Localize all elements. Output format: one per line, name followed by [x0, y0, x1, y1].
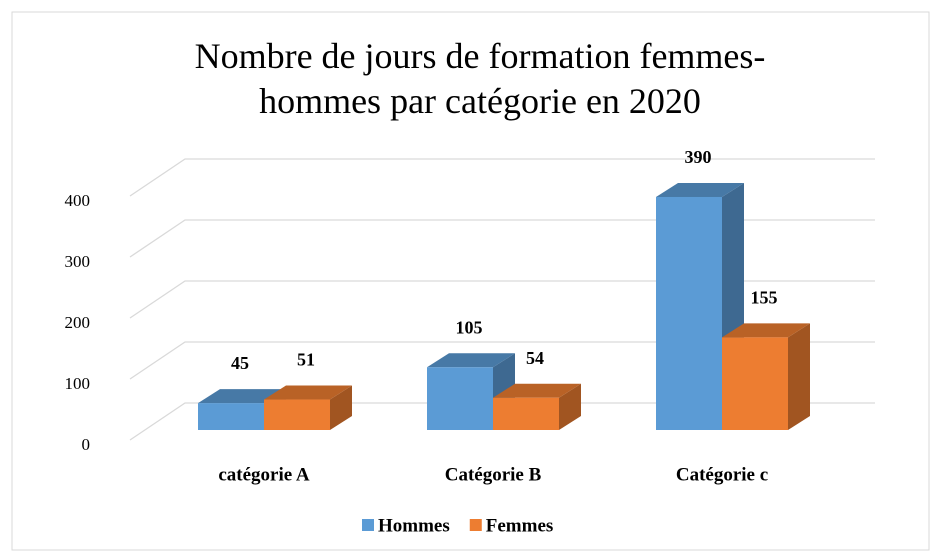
y-tick-label: 300: [65, 252, 91, 271]
bar: [493, 383, 581, 430]
x-tick-label: Catégorie B: [445, 464, 542, 485]
bar-front: [427, 367, 493, 430]
x-tick-label: Catégorie c: [676, 464, 768, 485]
y-tick-label: 400: [65, 191, 91, 210]
grid-line: [129, 158, 875, 197]
bar-top: [722, 323, 810, 338]
grid-line: [129, 219, 875, 258]
bar-top: [656, 182, 744, 197]
bar: [722, 323, 810, 430]
grid-line: [129, 280, 875, 319]
grid-line: [129, 341, 875, 380]
bar-front: [493, 397, 559, 430]
bar: [656, 182, 744, 430]
data-label: 54: [526, 348, 544, 368]
bar: [264, 385, 352, 430]
bar-top: [264, 385, 352, 400]
bar-top: [427, 353, 515, 368]
bar-side: [330, 385, 352, 430]
legend-swatch: [362, 519, 374, 531]
bar-front: [656, 196, 722, 430]
data-label: 51: [297, 350, 315, 370]
y-tick-label: 0: [82, 435, 91, 454]
y-tick-label: 200: [65, 313, 91, 332]
legend-label: Hommes: [378, 515, 450, 536]
data-label: 45: [231, 353, 249, 373]
bar-side: [788, 323, 810, 430]
bar-front: [198, 403, 264, 430]
data-label: 390: [685, 147, 712, 167]
y-tick-label: 100: [65, 374, 91, 393]
x-tick-label: catégorie A: [218, 464, 310, 485]
bar-front: [722, 337, 788, 430]
bar-top: [493, 383, 581, 398]
chart-title: Nombre de jours de formation femmes-homm…: [195, 36, 766, 121]
bar-front: [264, 399, 330, 430]
data-label: 105: [456, 317, 483, 337]
bar-side: [559, 383, 581, 430]
legend-label: Femmes: [486, 515, 554, 536]
legend-swatch: [469, 519, 482, 531]
data-label: 155: [751, 288, 778, 308]
grid-line: [129, 402, 875, 441]
